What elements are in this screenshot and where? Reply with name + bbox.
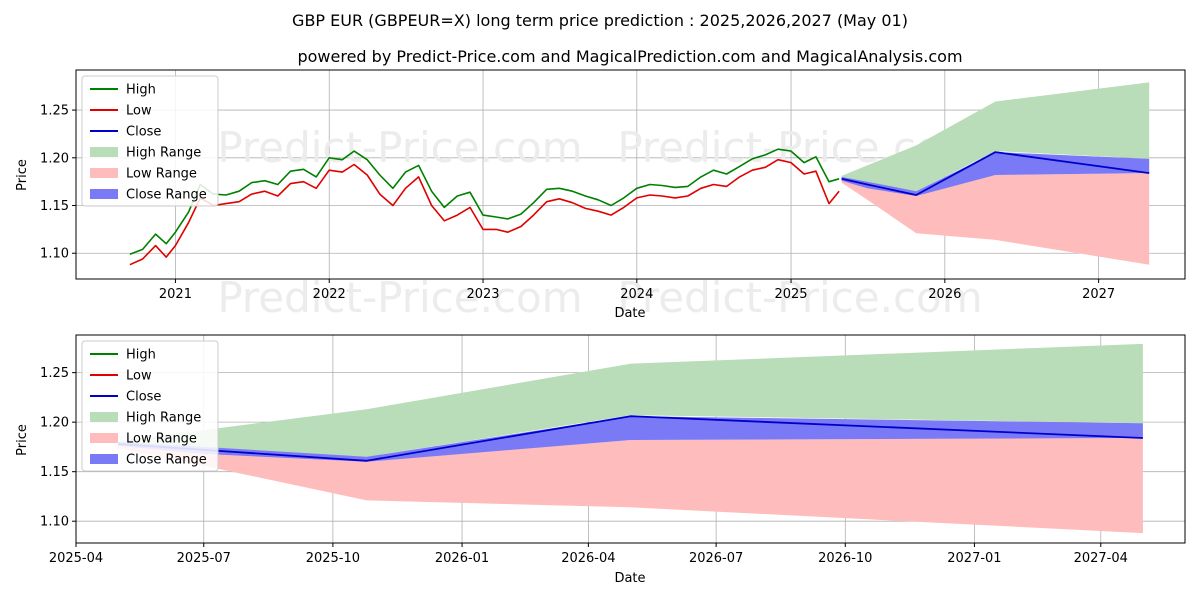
legend-label: Close Range: [126, 188, 207, 203]
x-tick-label: 2026-04: [561, 551, 615, 566]
legend-label: Close Range: [126, 453, 207, 468]
legend-label: Low Range: [126, 167, 197, 182]
price-lines: [129, 148, 1150, 266]
legend-label: Low: [126, 104, 152, 119]
y-tick-label: 1.10: [40, 515, 69, 530]
x-tick-label: 2026: [928, 287, 961, 302]
x-tick-label: 2026-07: [689, 551, 743, 566]
legend: High Low Close High Range Low Range Close Ran…: [81, 340, 219, 472]
y-axis-ticks: 1.10 1.15 1.20 1.25: [40, 366, 76, 530]
x-tick-label: 2024: [620, 287, 653, 302]
high-range-band: [841, 82, 1150, 192]
legend-label: High Range: [126, 411, 201, 426]
legend: High Low Close High Range Low Range Close Ran…: [81, 75, 219, 207]
x-tick-label: 2025-07: [177, 551, 231, 566]
x-tick-label: 2023: [466, 287, 499, 302]
legend-swatch: [90, 433, 118, 443]
low-series-line: [129, 158, 840, 266]
y-axis-label: Price: [15, 159, 30, 191]
watermark-text: Predict-Price.com: [217, 123, 582, 172]
y-tick-label: 1.25: [40, 104, 69, 119]
y-tick-label: 1.15: [40, 465, 69, 480]
chart-subtitle: powered by Predict-Price.com and Magical…: [297, 47, 962, 66]
x-tick-label: 2026-10: [818, 551, 872, 566]
plot-frame: [75, 69, 1186, 280]
long-term-panel: Predict-Price.com Predict-Price.com Pred…: [15, 69, 1186, 322]
legend-label: High Range: [126, 146, 201, 161]
low-range-band: [841, 173, 1150, 265]
x-tick-label: 2026-01: [435, 551, 489, 566]
legend-swatch: [90, 189, 118, 199]
y-tick-label: 1.25: [40, 366, 69, 381]
x-tick-label: 2025-04: [49, 551, 103, 566]
chart-title: GBP EUR (GBPEUR=X) long term price predi…: [292, 11, 908, 30]
legend-swatch: [90, 168, 118, 178]
legend-label: Close: [126, 125, 161, 140]
x-axis-label: Date: [614, 571, 645, 586]
high-range-band: [118, 343, 1143, 457]
x-axis-label: Date: [614, 306, 645, 321]
x-axis-ticks: 2025-04 2025-07 2025-10 2026-01 2026-04 2026-…: [49, 543, 1128, 566]
legend-label: Close: [126, 390, 161, 405]
y-tick-label: 1.20: [40, 151, 69, 166]
x-tick-label: 2025-10: [306, 551, 360, 566]
watermark-text: Predict-Price.com: [217, 273, 582, 322]
x-tick-label: 2027-04: [1074, 551, 1128, 566]
y-axis-label: Price: [15, 424, 30, 456]
x-tick-label: 2021: [159, 287, 192, 302]
y-tick-label: 1.15: [40, 199, 69, 214]
legend-label: High: [126, 348, 156, 363]
y-tick-label: 1.20: [40, 416, 69, 431]
high-series-line: [129, 148, 840, 255]
x-tick-label: 2025: [774, 287, 807, 302]
watermark-text: Predict-Price.com: [617, 273, 982, 322]
forecast-detail-panel: Predict-Price.com Predict-Price.com 1.10…: [15, 334, 1186, 586]
y-axis-ticks: 1.10 1.15 1.20 1.25: [40, 104, 76, 262]
legend-label: Low: [126, 369, 152, 384]
plot-frame: [75, 334, 1186, 544]
x-tick-label: 2027: [1082, 287, 1115, 302]
legend-label: High: [126, 83, 156, 98]
x-axis-ticks: 2021 2022 2023 2024 2025 2026 2027: [159, 279, 1115, 302]
legend-swatch: [90, 454, 118, 464]
x-tick-label: 2027-01: [947, 551, 1001, 566]
legend-swatch: [90, 147, 118, 157]
legend-swatch: [90, 412, 118, 422]
y-tick-label: 1.10: [40, 247, 69, 262]
close-forecast-line: [841, 151, 1150, 196]
legend-label: Low Range: [126, 432, 197, 447]
low-range-band: [118, 438, 1143, 534]
x-tick-label: 2022: [313, 287, 346, 302]
